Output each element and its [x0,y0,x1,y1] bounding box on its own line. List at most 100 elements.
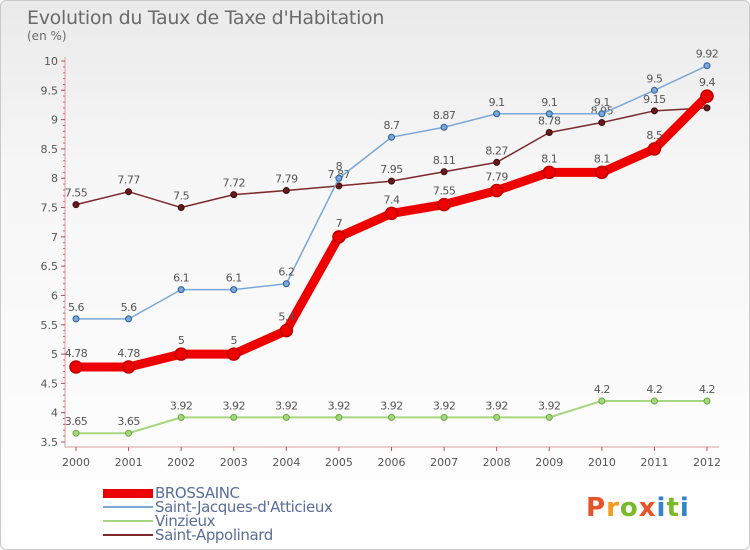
data-point [177,286,185,294]
data-point [388,177,395,185]
data-point [279,323,294,338]
y-tick-label: 10 [44,55,58,68]
data-label: 8.1 [594,152,610,165]
data-point [595,165,609,180]
data-label: 9.1 [594,96,610,109]
data-point [335,413,343,421]
chart-title: Evolution du Taux de Taxe d'Habitation [27,7,385,29]
data-point [388,133,395,141]
data-point [121,360,136,374]
y-tick-label: 5 [51,348,58,361]
data-point [493,110,501,118]
series-vinzieux: 3.65 3.65 3.92 3.92 3.92 3.92 3.92 3.92 3.92 3.92… [65,383,716,437]
data-point [542,165,556,180]
data-point [647,142,662,156]
legend-label: BROSSAINC [155,484,240,502]
data-label: 7.95 [380,163,403,176]
data-label: 3.92 [328,399,351,412]
data-point [177,413,185,421]
data-point [384,206,399,221]
x-tick-label: 2004 [272,456,300,469]
data-point [177,204,185,212]
data-point [125,188,133,196]
logo-letter: i [656,493,667,523]
y-tick-label: 6 [51,289,58,302]
x-tick-label: 2007 [430,456,458,469]
data-point [598,110,606,118]
y-tick-label: 9.5 [41,84,59,97]
data-label: 7.55 [433,185,456,198]
data-point [545,413,553,421]
y-tick-label: 7.5 [41,202,59,215]
data-label: 9.4 [699,76,715,89]
data-point [282,413,290,421]
proxiti-logo: Proxiti [586,493,690,523]
data-label: 9.1 [541,96,557,109]
data-label: 7.87 [328,168,351,181]
data-label: 3.65 [65,415,88,428]
data-label: 7.79 [485,171,508,184]
legend-label: Vinzieux [155,512,216,530]
data-point [125,315,133,323]
data-label: 5.6 [121,301,137,314]
legend-swatch [103,534,153,536]
data-point [388,413,395,421]
data-label: 8.27 [485,144,508,157]
data-label: 7.55 [65,187,88,200]
data-point [72,315,80,323]
data-label: 4.2 [594,383,610,396]
data-label: 8.7 [384,119,400,132]
series-brossainc: 4.78 4.78 5 5 5.4 7 7.4 7.55 7.79 8.1 8.1 8.5 9.4 [65,76,716,374]
data-label: 3.92 [538,399,561,412]
logo-letter: i [679,493,690,523]
logo-letter: t [666,493,680,523]
data-point [437,197,451,212]
data-label: 7.4 [384,193,400,206]
x-tick-label: 2010 [588,456,616,469]
data-label: 7.79 [275,173,298,186]
data-label: 7.72 [223,177,246,190]
data-label: 3.92 [380,399,403,412]
x-tick-label: 2009 [535,456,563,469]
y-tick-label: 3.5 [41,436,59,449]
data-point [174,347,188,361]
data-label: 7.77 [117,174,140,187]
data-point [440,123,448,131]
y-tick-label: 6.5 [41,260,59,273]
data-point [282,187,290,195]
legend-label: Saint-Jacques-d'Atticieux [155,498,333,516]
data-point [227,347,241,361]
data-label: 4.2 [646,383,662,396]
data-label: 4.78 [65,347,88,360]
y-tick-label: 5.5 [41,319,59,332]
x-tick-label: 2011 [640,456,668,469]
legend-swatch [103,489,153,498]
data-point [440,413,448,421]
data-point [230,413,238,421]
data-point [69,360,83,374]
data-point [440,168,448,176]
data-label: 8 [336,160,343,173]
data-label: 3.65 [117,415,140,428]
y-tick-label: 4.5 [41,377,59,390]
x-tick-label: 2005 [325,456,353,469]
legend-label: Saint-Appolinard [155,526,273,544]
data-point [545,110,553,118]
data-label: 5.6 [68,301,84,314]
data-point [650,397,658,405]
data-point [230,191,238,199]
x-tick-label: 2003 [220,456,248,469]
data-label: 8.78 [538,115,561,128]
data-label: 6.1 [173,272,189,285]
data-label: 4.2 [699,383,715,396]
data-point [332,230,346,244]
data-label: 7 [336,217,343,230]
data-label: 5 [231,334,238,347]
data-label: 9.92 [696,48,719,61]
logo-letter: x [638,493,657,523]
data-label: 3.92 [223,399,246,412]
legend-swatch [103,506,153,508]
data-point [598,397,606,405]
